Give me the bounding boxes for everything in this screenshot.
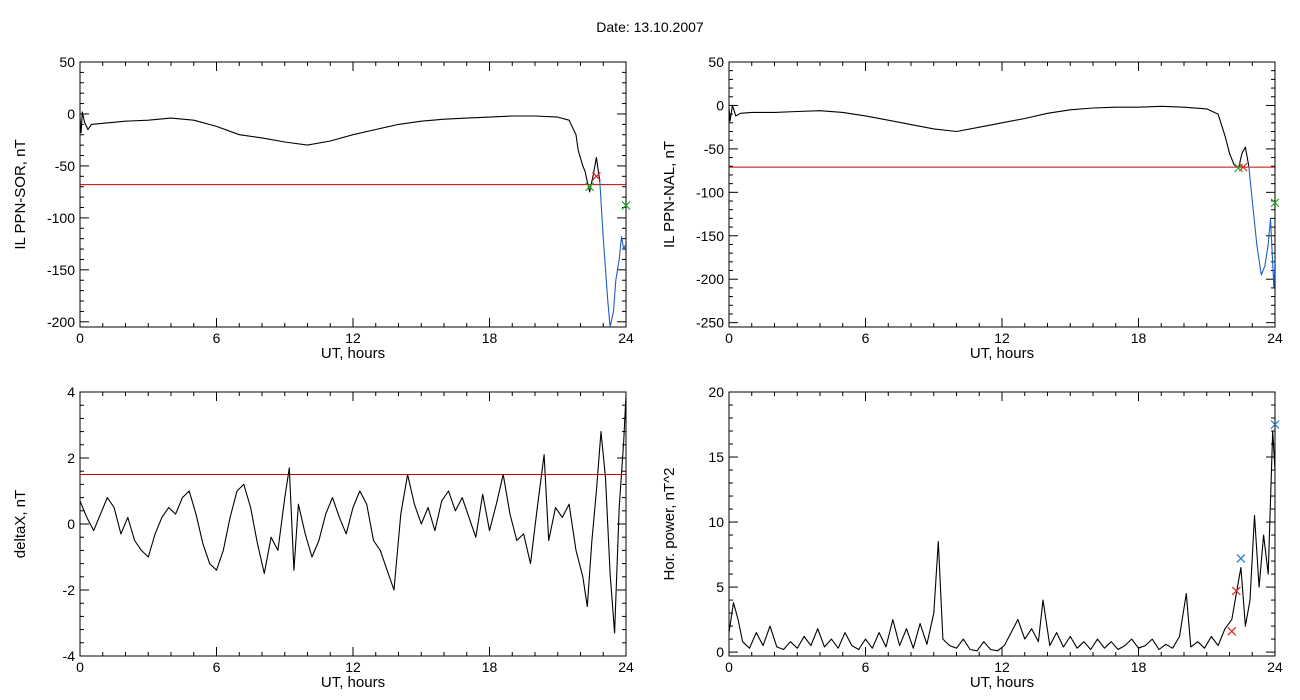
x-axis-label: UT, hours <box>970 345 1034 362</box>
x-tick-label: 24 <box>1267 330 1283 346</box>
x-tick-label: 6 <box>213 659 221 675</box>
plot-area <box>80 111 626 327</box>
event-marker <box>1270 198 1280 208</box>
event-marker <box>621 200 631 210</box>
x-tick-label: 0 <box>76 659 84 675</box>
event-marker <box>592 171 601 181</box>
x-tick-label: 6 <box>862 330 870 346</box>
series-line-1 <box>729 104 1250 169</box>
event-marker <box>1231 586 1241 596</box>
event-marker <box>1236 554 1246 563</box>
y-tick-label: -2 <box>63 582 76 598</box>
x-tick-label: 0 <box>725 659 733 675</box>
x-tick-label: 18 <box>482 659 498 675</box>
series-line-1 <box>729 430 1275 652</box>
y-tick-label: 2 <box>67 450 75 466</box>
y-tick-label: -50 <box>704 141 724 157</box>
x-axis-label: UT, hours <box>321 345 385 362</box>
event-marker <box>1227 626 1237 636</box>
y-tick-label: 0 <box>716 97 724 113</box>
panel-hor-power: 0 6 12 18 24 20 15 10 5 0 UT, hours Hor. power, nT^… <box>661 384 1283 691</box>
x-tick-label: 0 <box>76 330 84 346</box>
y-tick-label: -4 <box>63 648 76 664</box>
event-marker <box>585 182 595 192</box>
y-tick-label: -250 <box>696 315 724 331</box>
x-tick-label: 6 <box>862 659 870 675</box>
x-tick-label: 12 <box>345 330 361 346</box>
plot-frame <box>79 391 627 657</box>
y-axis-label: IL PPN-SOR, nT <box>12 139 29 249</box>
x-tick-label: 12 <box>345 659 361 675</box>
y-tick-label: 0 <box>716 644 724 660</box>
y-tick-label: -200 <box>696 271 724 287</box>
x-tick-label: 24 <box>618 330 634 346</box>
y-tick-label: 20 <box>708 384 724 400</box>
x-tick-label: 24 <box>618 659 634 675</box>
y-axis-label: Hor. power, nT^2 <box>661 468 678 581</box>
plot-frame <box>728 391 1276 657</box>
y-tick-label: 15 <box>708 449 724 465</box>
y-tick-label: 50 <box>59 54 75 70</box>
y-tick-label: 10 <box>708 514 724 530</box>
x-tick-label: 18 <box>1131 659 1147 675</box>
y-tick-label: 4 <box>67 384 75 400</box>
y-tick-label: 5 <box>716 579 724 595</box>
panel-il-nal: 0 6 12 18 24 50 0 -50 -100 -150 -200 -250 UT, hours I… <box>661 54 1283 362</box>
x-tick-label: 0 <box>725 330 733 346</box>
x-tick-label: 6 <box>213 330 221 346</box>
x-tick-label: 18 <box>1131 330 1147 346</box>
series-line-1 <box>80 395 626 634</box>
y-tick-label: -100 <box>47 210 75 226</box>
series-line-2 <box>599 181 626 327</box>
x-tick-label: 12 <box>994 659 1010 675</box>
y-tick-label: -150 <box>47 262 75 278</box>
event-marker <box>1238 162 1248 172</box>
y-tick-label: -100 <box>696 184 724 200</box>
x-axis-label: UT, hours <box>321 674 385 691</box>
y-tick-label: -50 <box>55 158 75 174</box>
page-title: Date: 13.10.2007 <box>596 19 704 35</box>
y-tick-label: -150 <box>696 228 724 244</box>
event-marker <box>1270 420 1280 429</box>
plot-frame <box>728 61 1276 328</box>
y-tick-label: 50 <box>708 54 724 70</box>
plot-frame <box>79 61 627 328</box>
x-tick-label: 24 <box>1267 659 1283 675</box>
x-tick-label: 18 <box>482 330 498 346</box>
panel-il-sor: 0 6 12 18 24 50 0 -50 -100 -150 -200 UT, hours IL PP… <box>12 54 634 362</box>
x-axis-label: UT, hours <box>970 674 1034 691</box>
y-tick-label: 0 <box>67 516 75 532</box>
y-axis-label: deltaX, nT <box>12 490 29 558</box>
y-tick-label: -200 <box>47 314 75 330</box>
y-tick-label: 0 <box>67 106 75 122</box>
y-axis-label: IL PPN-NAL, nT <box>661 141 678 248</box>
plot-area <box>80 395 626 634</box>
x-tick-label: 12 <box>994 330 1010 346</box>
plot-area <box>729 104 1275 289</box>
panel-delta-x: 0 6 12 18 24 4 2 0 -2 -4 UT, hours deltaX, nT <box>12 384 634 691</box>
series-line-2 <box>1248 166 1275 289</box>
plot-area <box>729 430 1275 652</box>
series-line-1 <box>80 111 601 193</box>
